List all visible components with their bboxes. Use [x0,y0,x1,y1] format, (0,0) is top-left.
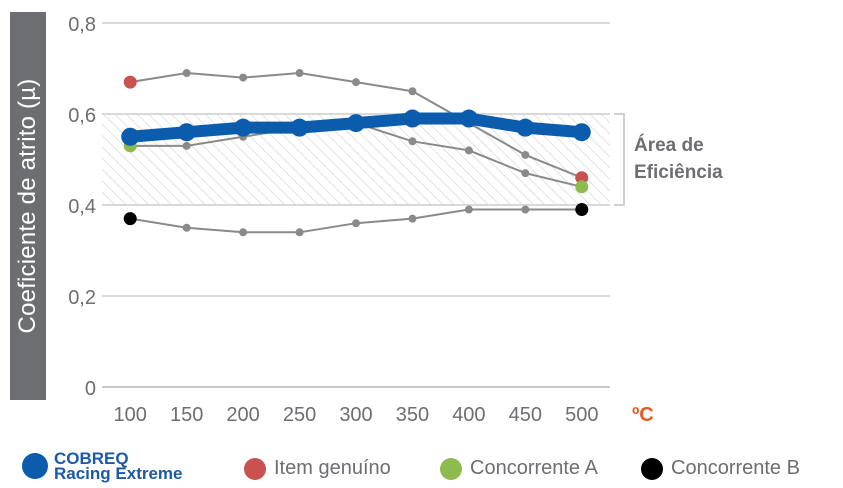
x-tick-label: 150 [170,404,203,426]
data-point [408,137,417,146]
data-point-cobreq [572,123,591,142]
data-point-cobreq [290,118,309,137]
data-point [182,141,191,150]
data-point [464,146,473,155]
data-point-cobreq [347,114,365,133]
legend-label-concorrente-b: Concorrente B [671,457,800,479]
data-point [408,214,417,223]
legend: COBREQ Racing Extreme Item genuíno Conco… [0,445,843,488]
x-tick-label: 450 [509,404,542,426]
legend-label-concorrente-a: Concorrente A [470,457,598,479]
data-point [575,171,589,185]
x-tick-label: 350 [396,404,429,426]
y-tick-label: 0,2 [68,287,96,309]
data-point [464,205,473,214]
data-point [239,73,248,82]
data-point [521,169,530,178]
data-point-cobreq [177,123,196,142]
data-point [182,69,191,78]
x-tick-label: 300 [339,404,372,426]
data-point-cobreq [121,127,140,146]
data-point [408,87,417,96]
plot-area: 0 0,2 0,4 0,6 0,8 100 150 200 250 300 350 400 450 500… [68,14,723,426]
legend-item-item-genuino: Item genuíno [244,457,391,480]
x-tick-label: 250 [283,404,316,426]
data-point [295,69,304,78]
y-tick-label: 0,8 [68,14,96,36]
legend-dot-concorrente-a [440,457,462,480]
x-tick-label: 200 [226,404,259,426]
data-point-cobreq [516,118,535,137]
data-point-cobreq [234,118,253,137]
data-point [521,150,530,159]
x-tick-label: 100 [114,404,147,426]
y-axis-label-box [10,12,46,400]
data-point [352,78,360,87]
y-tick-label: 0,6 [68,105,96,127]
efficiency-label-line1: Área de [634,134,704,156]
efficiency-label-line2: Eficiência [634,162,723,183]
legend-label-item-genuino: Item genuíno [274,457,391,479]
data-point [295,228,304,237]
data-point-cobreq [403,109,422,128]
y-tick-label: 0 [85,378,96,400]
data-point [575,180,589,194]
x-tick-label: 400 [452,404,485,426]
legend-dot-cobreq [22,453,48,479]
y-tick-label: 0,4 [68,196,96,218]
data-point [521,205,530,214]
legend-dot-item-genuino [244,457,266,480]
data-point [123,212,137,226]
data-point [123,75,137,89]
efficiency-bracket [614,113,625,206]
legend-item-cobreq: COBREQ Racing Extreme [22,449,183,483]
data-point [575,203,589,217]
legend-item-concorrente-a: Concorrente A [440,457,598,480]
legend-label-cobreq-line1: COBREQ [54,449,129,468]
data-point [352,219,360,228]
data-point-cobreq [459,109,478,128]
legend-dot-concorrente-b [641,457,663,480]
legend-item-concorrente-b: Concorrente B [641,457,800,480]
data-point [239,228,248,237]
x-tick-label: 500 [565,404,598,426]
x-axis-label: ºC [632,404,654,426]
legend-label-cobreq-line2: Racing Extreme [54,464,183,483]
data-point [182,223,191,232]
